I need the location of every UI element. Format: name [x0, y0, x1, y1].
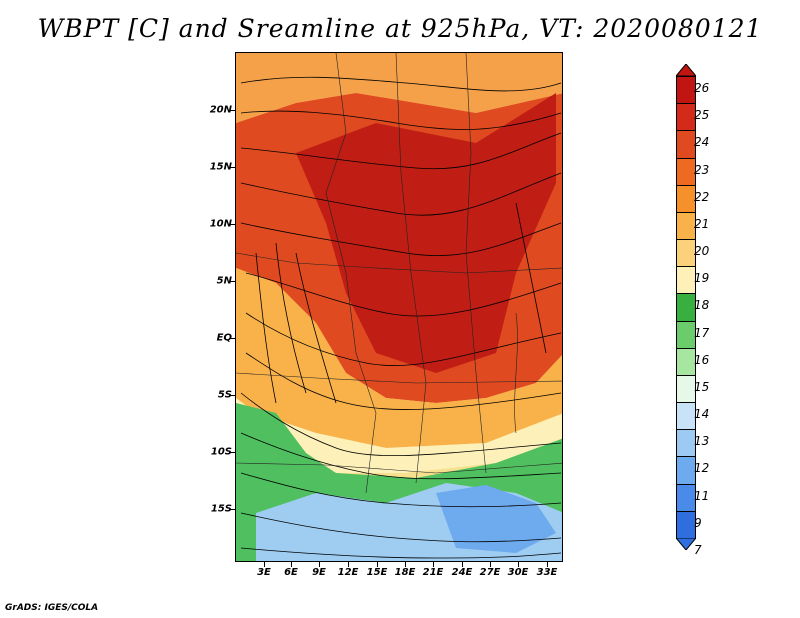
lon-label: 18E: [394, 567, 416, 578]
colorbar-label: 16: [694, 352, 710, 367]
southern-yellow-band: [236, 398, 562, 473]
lat-label: 10N: [209, 218, 232, 230]
lat-label: 20N: [209, 104, 232, 116]
colorbar-label: 19: [694, 271, 710, 286]
southern-deep-blue-patch: [436, 485, 556, 553]
transition-orange-band: [236, 268, 562, 448]
colorbar-label: 25: [694, 108, 710, 123]
lon-label: 27E: [479, 567, 501, 578]
colorbar-segment: [676, 103, 696, 132]
colorbar-segment: [676, 266, 696, 295]
lon-label: 21E: [422, 567, 444, 578]
lon-label: 30E: [507, 567, 529, 578]
lat-label: 5N: [216, 275, 232, 287]
lon-label: 6E: [284, 567, 298, 578]
colorbar-segment: [676, 374, 696, 404]
lon-tick: [264, 562, 265, 567]
boundaries: [236, 53, 562, 494]
lon-label: 15E: [366, 567, 388, 578]
lon-label: 33E: [536, 567, 558, 578]
colorbar-segment: [676, 483, 696, 512]
lon-label: 24E: [451, 567, 473, 578]
lat-tick: [230, 224, 235, 225]
lat-tick: [230, 281, 235, 282]
lon-tick: [291, 562, 292, 567]
map-panel: [235, 52, 563, 562]
lon-label: 9E: [312, 567, 326, 578]
credit-text: GrADS: IGES/COLA: [5, 603, 99, 613]
colorbar-segment: [676, 402, 696, 431]
lon-tick: [547, 562, 548, 567]
colorbar-segment: [676, 347, 696, 376]
core-dark-red-region: [296, 93, 556, 373]
lat-label: 15S: [210, 503, 232, 515]
colorbar-label: 21: [694, 216, 710, 231]
colorbar-segment: [676, 456, 696, 485]
lat-tick: [230, 452, 235, 453]
lat-label: 10S: [210, 446, 232, 458]
lon-label: 12E: [337, 567, 359, 578]
colorbar-segment: [676, 429, 696, 458]
lon-tick: [490, 562, 491, 567]
colorbar-segment: [676, 510, 696, 539]
lon-tick: [377, 562, 378, 567]
lon-tick: [518, 562, 519, 567]
colorbar-label: 17: [694, 325, 710, 340]
colorbar-label: 13: [694, 434, 710, 449]
lat-label: 15N: [209, 161, 232, 173]
lat-tick: [230, 338, 235, 339]
colorbar-segment: [676, 76, 696, 105]
colorbar-label: 22: [694, 189, 710, 204]
colorbar-segment: [676, 320, 696, 349]
lat-tick: [230, 167, 235, 168]
north-orange-band: [236, 53, 562, 123]
colorbar-label: 20: [694, 244, 710, 259]
colorbar-segment: [676, 157, 696, 186]
lat-label: EQ: [216, 332, 232, 344]
colorbar-segment: [676, 130, 696, 159]
colorbar-segment: [676, 184, 696, 213]
lon-tick: [433, 562, 434, 567]
colorbar-label: 18: [694, 298, 710, 313]
wbpt-streamline-map: [236, 53, 562, 561]
colorbar-label: 11: [694, 488, 710, 503]
colorbar-label: 9: [694, 515, 702, 530]
lon-tick: [405, 562, 406, 567]
colorbar-label: 7: [694, 543, 702, 557]
lon-tick: [319, 562, 320, 567]
lon-tick: [462, 562, 463, 567]
lon-label: 3E: [257, 567, 271, 578]
lat-tick: [230, 110, 235, 111]
lon-tick: [348, 562, 349, 567]
colorbar-label: 15: [694, 379, 710, 394]
streamlines: [240, 76, 562, 559]
colorbar-label: 26: [694, 81, 710, 95]
colorbar-bottom-arrow: [676, 538, 696, 550]
colorbar-top-arrow: [676, 64, 696, 76]
lat-tick: [230, 509, 235, 510]
colorbar-label: 24: [694, 135, 710, 150]
page-title: WBPT [C] and Sreamline at 925hPa, VT: 20…: [37, 14, 763, 43]
colorbar-label: 14: [694, 407, 710, 422]
colorbar-segment: [676, 293, 696, 322]
lat-tick: [230, 395, 235, 396]
lat-label: 5S: [217, 389, 232, 401]
colorbar-segment: [676, 239, 696, 268]
colorbar-segment: [676, 211, 696, 241]
colorbar-label: 23: [694, 162, 710, 177]
colorbar-label: 12: [694, 461, 710, 476]
